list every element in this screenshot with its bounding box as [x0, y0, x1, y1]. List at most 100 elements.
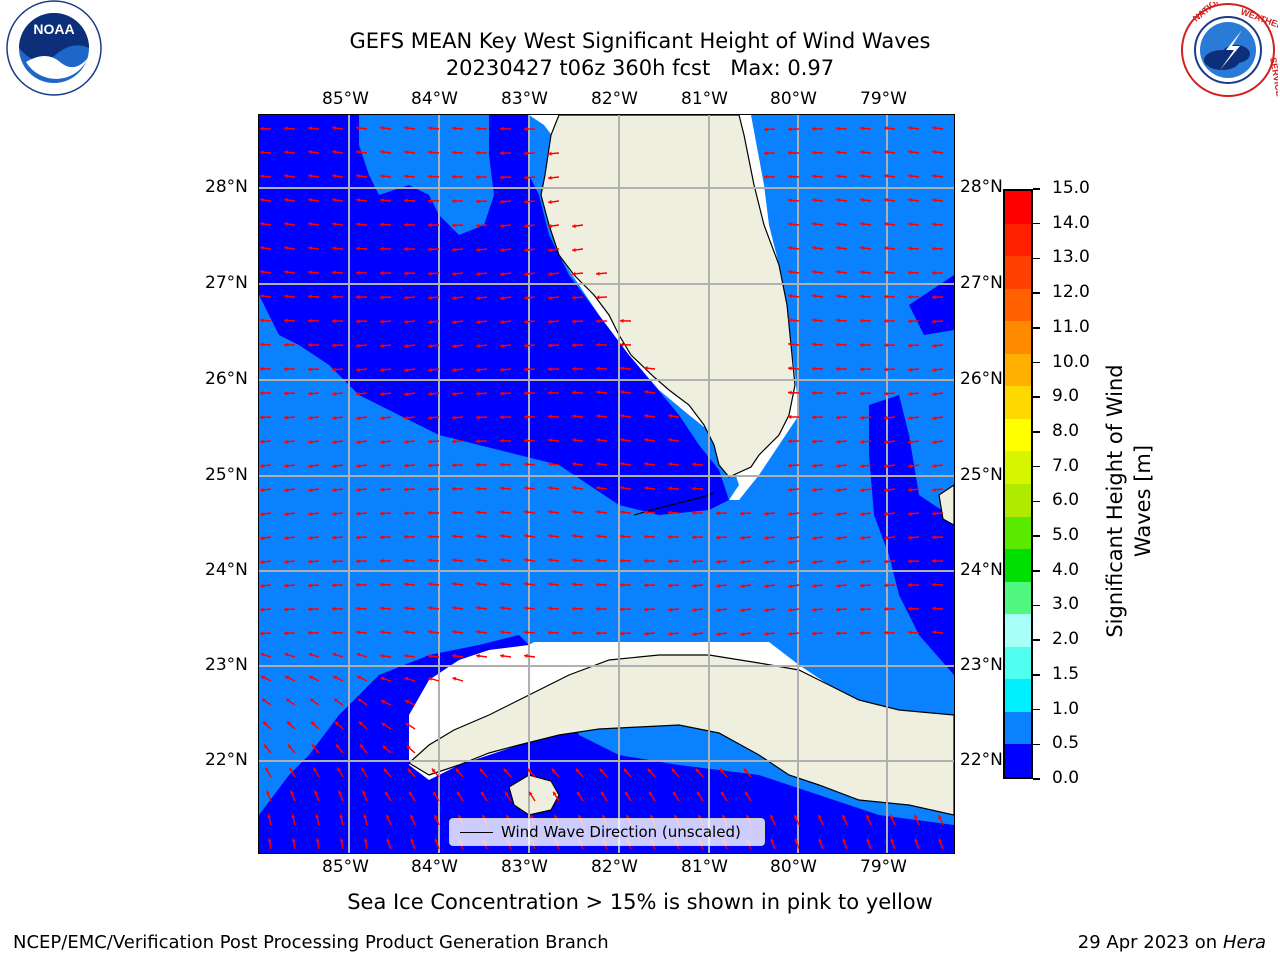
wave-arrow-head — [674, 814, 678, 819]
wave-arrow-head — [860, 559, 864, 564]
wave-arrow-head — [572, 534, 576, 539]
wave-arrow-head — [788, 607, 792, 612]
wave-arrow-head — [668, 510, 672, 515]
wave-arrow-head — [743, 768, 748, 773]
wave-arrow-head — [812, 198, 816, 203]
wave-arrow-head — [524, 295, 528, 300]
wave-arrow-head — [644, 413, 648, 418]
wave-arrow-head — [284, 607, 288, 612]
wave-arrow-head — [290, 790, 295, 795]
colorbar-tick-mark — [1033, 500, 1040, 503]
wave-arrow-head — [932, 630, 936, 635]
wave-arrow-head — [884, 488, 888, 493]
wave-arrow-head — [332, 126, 336, 131]
wave-arrow-head — [692, 535, 696, 540]
colorbar-tick-mark — [1033, 396, 1040, 398]
wave-arrow-head — [452, 558, 456, 563]
wave-arrow-head — [266, 790, 271, 795]
wave-arrow-head — [380, 511, 384, 516]
wave-arrow-head — [431, 768, 436, 773]
wave-arrow-head — [428, 126, 432, 131]
wave-arrow-head — [452, 582, 456, 587]
wave-arrow-head — [644, 534, 648, 539]
wave-arrow-head — [812, 487, 816, 492]
wave-arrow-head — [380, 463, 384, 468]
wave-arrow-head — [380, 392, 384, 397]
wave-arrow-head — [884, 150, 888, 155]
wave-arrow-head — [383, 768, 388, 773]
wave-arrow-head — [692, 486, 696, 491]
wave-arrow-head — [932, 174, 936, 179]
wave-arrow-head — [932, 319, 936, 324]
wave-arrow-head — [260, 150, 264, 155]
wave-arrow-head — [692, 632, 696, 636]
colorbar-segment — [1005, 288, 1031, 322]
wave-arrow-head — [476, 415, 480, 420]
wave-arrow-head — [932, 558, 936, 564]
ocean-low-northeast — [909, 275, 954, 335]
wave-arrow-head — [860, 583, 864, 588]
wave-arrow-head — [505, 791, 509, 796]
wave-arrow-head — [548, 199, 552, 204]
wave-arrow-head — [908, 582, 912, 588]
wave-arrow-head — [599, 768, 604, 773]
wave-arrow-head — [548, 319, 552, 324]
wave-arrow-head — [284, 535, 288, 540]
colorbar-tick-mark — [1033, 708, 1040, 711]
wave-arrow-head — [668, 559, 672, 564]
wave-arrow-head — [428, 174, 432, 179]
wave-arrow-head — [788, 174, 792, 179]
wave-arrow-head — [572, 390, 576, 395]
wave-arrow-head — [770, 838, 775, 843]
wave-arrow-head — [908, 343, 912, 348]
wave-arrow-head — [288, 744, 292, 749]
wave-arrow-head — [818, 814, 822, 819]
map-legend: Wind Wave Direction (unscaled) — [449, 818, 765, 846]
wave-arrow-head — [386, 838, 391, 843]
wave-arrow-head — [650, 814, 654, 819]
wave-arrow-head — [572, 438, 576, 443]
wave-arrow-head — [866, 838, 871, 843]
wave-arrow-head — [476, 581, 480, 586]
wave-arrow-head — [860, 607, 864, 612]
wave-arrow-head — [308, 511, 312, 516]
wave-arrow-head — [380, 653, 384, 658]
colorbar-segment — [1005, 256, 1031, 290]
wave-arrow-head — [620, 510, 624, 515]
wave-arrow-head — [476, 247, 480, 252]
wave-arrow-head — [500, 223, 504, 228]
wave-arrow-head — [695, 768, 700, 773]
colorbar-label: Significant Height of Wind Waves [m] — [1103, 364, 1155, 638]
wave-arrow-head — [884, 197, 888, 202]
wave-arrow-head — [697, 791, 701, 796]
lat-left-23: 23°N — [205, 655, 248, 675]
colorbar-tick-mark — [1033, 361, 1040, 364]
wave-arrow-head — [500, 557, 504, 562]
wave-arrow-head — [908, 391, 912, 396]
wave-arrow-head — [623, 768, 628, 773]
wave-arrow-head — [812, 318, 816, 323]
wave-arrow-head — [548, 630, 552, 635]
wave-arrow-head — [404, 606, 408, 611]
wave-arrow-head — [333, 675, 338, 680]
wave-arrow-head — [286, 721, 291, 726]
wave-arrow-head — [362, 790, 367, 795]
wave-arrow-head — [860, 270, 864, 275]
wave-arrow-head — [260, 607, 264, 612]
wave-arrow-head — [548, 151, 552, 156]
wave-arrow-head — [692, 510, 696, 515]
wave-arrow-head — [842, 814, 846, 819]
wave-arrow-head — [908, 535, 912, 540]
wave-arrow-head — [312, 744, 316, 749]
wave-arrow-head — [626, 814, 630, 819]
wave-arrow-head — [404, 150, 408, 155]
wave-arrow-head — [836, 150, 840, 155]
wave-arrow-head — [332, 464, 336, 469]
wave-arrow-head — [788, 198, 792, 203]
colorbar-segment — [1005, 191, 1031, 225]
wave-arrow-head — [262, 721, 267, 726]
wave-arrow-head — [452, 320, 456, 325]
wave-arrow-head — [577, 791, 581, 796]
wave-arrow-head — [644, 607, 648, 612]
wave-arrow-head — [764, 631, 768, 636]
